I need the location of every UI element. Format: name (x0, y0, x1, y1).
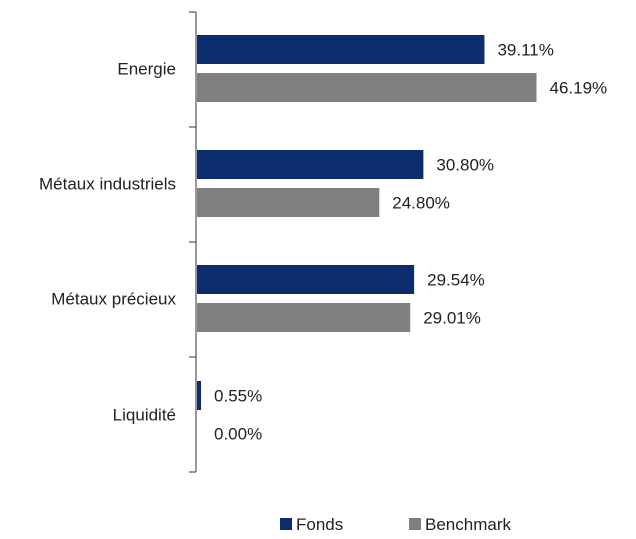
bar-benchmark-2 (197, 303, 411, 332)
data-label: 29.01% (423, 309, 481, 328)
bar-fonds-3 (197, 381, 202, 410)
category-label: Métaux précieux (51, 290, 176, 309)
data-label: 46.19% (549, 79, 607, 98)
data-label: 29.54% (427, 271, 485, 290)
data-label: 30.80% (436, 156, 494, 175)
bar-fonds-2 (197, 265, 415, 294)
legend-label: Fonds (296, 515, 343, 534)
data-label: 39.11% (497, 41, 553, 60)
category-label: Liquidité (113, 406, 176, 425)
bar-fonds-1 (197, 150, 424, 179)
bar-benchmark-0 (197, 73, 537, 102)
data-label: 0.55% (214, 387, 262, 406)
legend-label: Benchmark (425, 515, 511, 534)
category-label: Energie (117, 60, 176, 79)
category-label: Métaux industriels (39, 175, 176, 194)
bar-fonds-0 (197, 35, 485, 64)
data-label: 24.80% (392, 194, 450, 213)
bar-benchmark-1 (197, 188, 380, 217)
legend-swatch (280, 518, 292, 530)
legend-item-benchmark: Benchmark (409, 515, 511, 534)
legend-item-fonds: Fonds (280, 515, 343, 534)
legend-swatch (409, 518, 421, 530)
data-label: 0.00% (214, 425, 262, 444)
